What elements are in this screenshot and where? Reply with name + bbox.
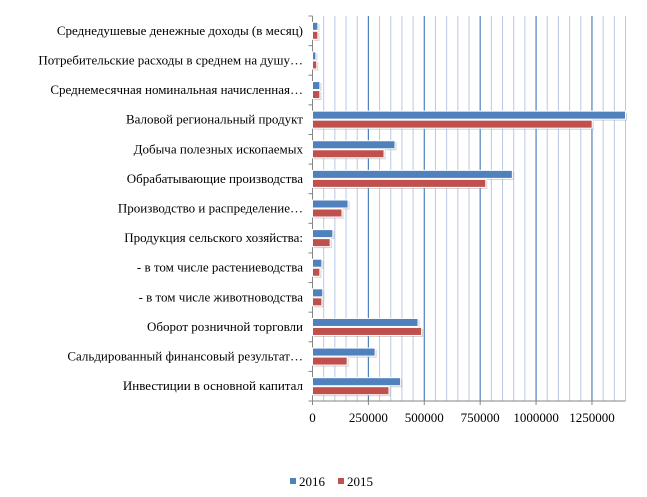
legend-swatch-2016 bbox=[290, 478, 296, 484]
category-label: Среднедушевые денежные доходы (в месяц) bbox=[57, 23, 303, 38]
category-label: - в том числе растениеводства bbox=[137, 260, 303, 275]
category-label: Добыча полезных ископаемых bbox=[134, 141, 304, 156]
bar-2015 bbox=[312, 178, 487, 188]
legend-label: 2015 bbox=[347, 474, 373, 489]
bar-2015 bbox=[312, 208, 343, 218]
bar-2016 bbox=[312, 81, 321, 91]
bar-2015 bbox=[312, 60, 318, 70]
bar-2016 bbox=[312, 21, 319, 31]
bar-2015 bbox=[312, 238, 331, 248]
bar-2016 bbox=[312, 347, 376, 357]
bar-2016 bbox=[312, 51, 317, 61]
x-tick-label: 750000 bbox=[461, 410, 500, 425]
category-label: Инвестиции в основной капитал bbox=[123, 378, 304, 393]
bar-2016 bbox=[312, 110, 626, 120]
x-tick-label: 0 bbox=[309, 410, 316, 425]
bar-2015 bbox=[312, 356, 348, 366]
x-tick-label: 500000 bbox=[405, 410, 444, 425]
category-label: Оборот розничной торговли bbox=[147, 319, 303, 334]
bar-2015 bbox=[312, 90, 321, 100]
category-label: - в том числе животноводства bbox=[139, 289, 304, 304]
bar-2016 bbox=[312, 258, 323, 268]
legend-swatch-2015 bbox=[338, 478, 344, 484]
x-tick-label: 1250000 bbox=[569, 410, 615, 425]
category-label: Производство и распределение… bbox=[118, 201, 303, 216]
bar-2016 bbox=[312, 229, 334, 239]
category-label: Продукция сельского хозяйства: bbox=[124, 230, 303, 245]
bar-2015 bbox=[312, 326, 423, 336]
category-label: Сальдированный финансовый результат… bbox=[67, 349, 303, 364]
category-label: Обрабатывающие производства bbox=[127, 171, 303, 186]
x-tick-label: 250000 bbox=[349, 410, 388, 425]
legend-label: 2016 bbox=[299, 474, 326, 489]
bar-2016 bbox=[312, 288, 324, 298]
bar-2015 bbox=[312, 119, 593, 129]
bar-2015 bbox=[312, 267, 321, 277]
x-tick-label: 1000000 bbox=[513, 410, 559, 425]
bar-2016 bbox=[312, 169, 513, 179]
bar-2016 bbox=[312, 317, 419, 327]
bar-2015 bbox=[312, 149, 385, 159]
bar-2016 bbox=[312, 377, 402, 387]
category-label: Валовой региональный продукт bbox=[126, 112, 303, 127]
bar-2015 bbox=[312, 297, 323, 307]
bar-2016 bbox=[312, 199, 349, 209]
bar-2015 bbox=[312, 386, 390, 396]
category-label: Среднемесячная номинальная начисленная… bbox=[50, 82, 303, 97]
category-label: Потребительские расходы в среднем на душ… bbox=[38, 52, 303, 67]
bar-2015 bbox=[312, 30, 319, 40]
bar-2016 bbox=[312, 140, 396, 150]
